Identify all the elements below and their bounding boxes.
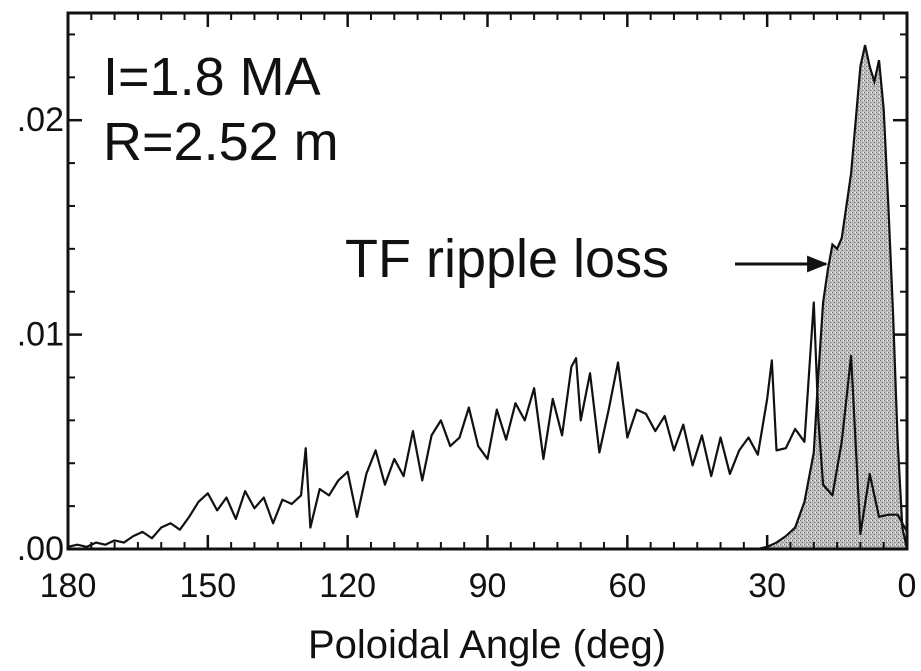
current-annotation: I=1.8 MA [103,47,321,107]
y-tick-label: .02 [17,101,64,139]
radius-annotation: R=2.52 m [103,112,339,172]
y-tick-label: .00 [17,530,64,568]
ripple-loss-area [757,44,909,551]
plot-area [67,44,909,551]
x-tick-label: 120 [319,567,376,605]
x-tick-label: 180 [40,567,97,605]
x-tick-label: 0 [898,567,917,605]
axes: 180 150 120 90 60 30 0 .00 .01 .02 [17,11,917,605]
x-axis-label: Poloidal Angle (deg) [308,623,666,667]
x-tick-label: 150 [179,567,236,605]
x-tick-label: 30 [748,567,786,605]
x-tick-label: 60 [608,567,646,605]
ripple-loss-annotation: TF ripple loss [345,229,669,289]
x-tick-label: 90 [469,567,507,605]
y-tick-label: .01 [17,316,64,354]
distribution-line [67,301,908,548]
